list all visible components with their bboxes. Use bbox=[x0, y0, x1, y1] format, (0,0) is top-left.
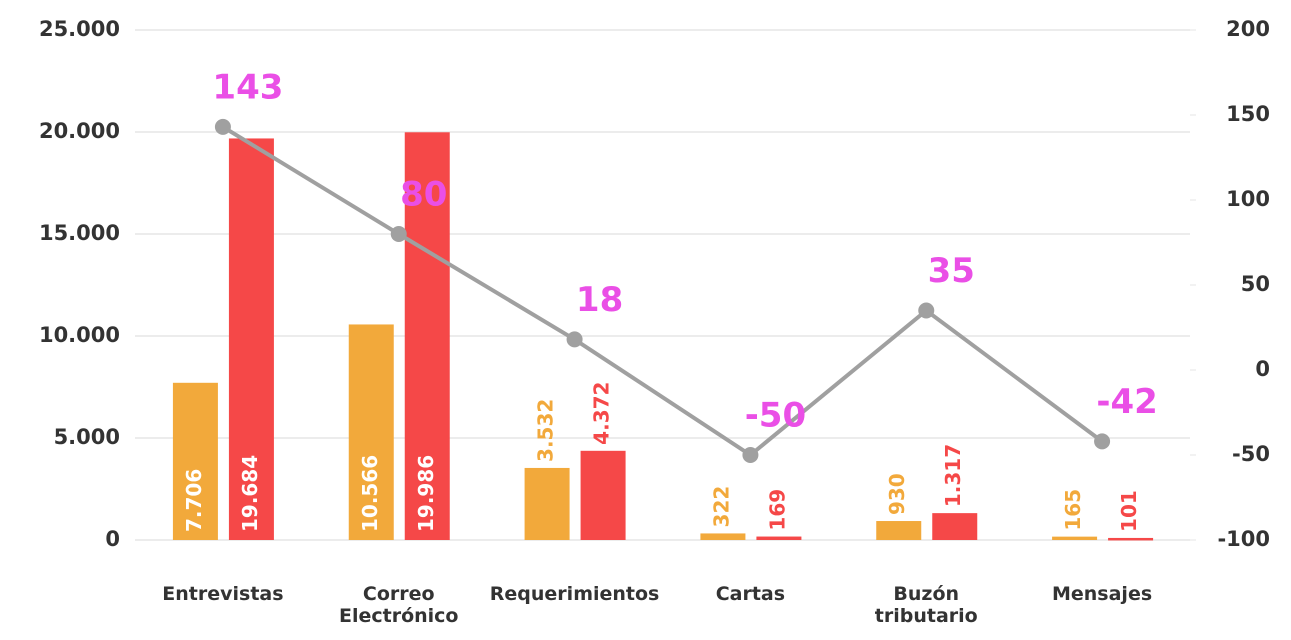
bar bbox=[348, 324, 394, 540]
bar-value-label: 3.532 bbox=[534, 399, 558, 462]
bar bbox=[932, 513, 978, 540]
bar bbox=[404, 132, 450, 541]
bar bbox=[524, 467, 570, 540]
line-point bbox=[390, 226, 407, 242]
bar-value-label: 169 bbox=[765, 489, 789, 531]
line-point bbox=[566, 331, 583, 348]
bar bbox=[756, 536, 802, 540]
bar bbox=[228, 138, 274, 540]
bar bbox=[1052, 536, 1098, 540]
y2-tick-label: -50 bbox=[1232, 442, 1270, 466]
bar-value-label: 10.566 bbox=[358, 455, 382, 532]
line-point bbox=[742, 447, 759, 463]
bar-value-label: 101 bbox=[1117, 490, 1141, 532]
bar bbox=[700, 533, 746, 540]
bar bbox=[580, 450, 626, 540]
y2-tick-label: 50 bbox=[1241, 272, 1270, 296]
bar-value-label: 322 bbox=[709, 486, 733, 528]
bar-value-label: 7.706 bbox=[182, 469, 206, 532]
bar-value-label: 930 bbox=[885, 473, 909, 515]
x-tick-label: Entrevistas bbox=[162, 583, 284, 605]
line-value-label: -50 bbox=[745, 396, 806, 436]
line-point bbox=[214, 118, 231, 135]
bar-value-label: 165 bbox=[1061, 489, 1085, 531]
y-tick-label: 15.000 bbox=[39, 221, 120, 245]
y2-tick-label: 100 bbox=[1226, 187, 1270, 211]
x-tick-label: Correo Electrónico bbox=[338, 583, 459, 627]
bar-value-label: 19.986 bbox=[414, 455, 438, 532]
y2-tick-label: 150 bbox=[1226, 102, 1270, 126]
line-value-label: 80 bbox=[400, 175, 447, 215]
bar bbox=[172, 382, 218, 540]
line-value-label: 35 bbox=[928, 251, 975, 291]
y-tick-label: 10.000 bbox=[39, 323, 120, 347]
line-point bbox=[918, 302, 935, 319]
bar-value-label: 4.372 bbox=[590, 382, 614, 445]
line bbox=[221, 125, 1104, 458]
x-tick-label: Buzón tributario bbox=[874, 583, 978, 627]
y-tick-label: 20.000 bbox=[39, 119, 120, 143]
y-tick-label: 0 bbox=[105, 527, 120, 551]
bar-value-label: 19.684 bbox=[238, 455, 262, 532]
y-tick-label: 5.000 bbox=[54, 425, 120, 449]
line-point bbox=[1094, 433, 1111, 450]
y-tick-label: 25.000 bbox=[39, 17, 120, 41]
line-value-label: -42 bbox=[1096, 382, 1157, 422]
x-tick-label: Mensajes bbox=[1051, 583, 1153, 605]
y2-tick-label: -100 bbox=[1217, 527, 1270, 551]
bar bbox=[1108, 537, 1154, 541]
bar bbox=[876, 521, 922, 540]
y2-tick-label: 0 bbox=[1255, 357, 1270, 381]
y2-tick-label: 200 bbox=[1226, 17, 1270, 41]
x-tick-label: Cartas bbox=[715, 583, 786, 605]
x-tick-label: Requerimientos bbox=[489, 583, 660, 605]
line-value-label: 143 bbox=[212, 67, 283, 107]
bar-value-label: 1.317 bbox=[941, 444, 965, 507]
line-value-label: 18 bbox=[576, 280, 623, 320]
